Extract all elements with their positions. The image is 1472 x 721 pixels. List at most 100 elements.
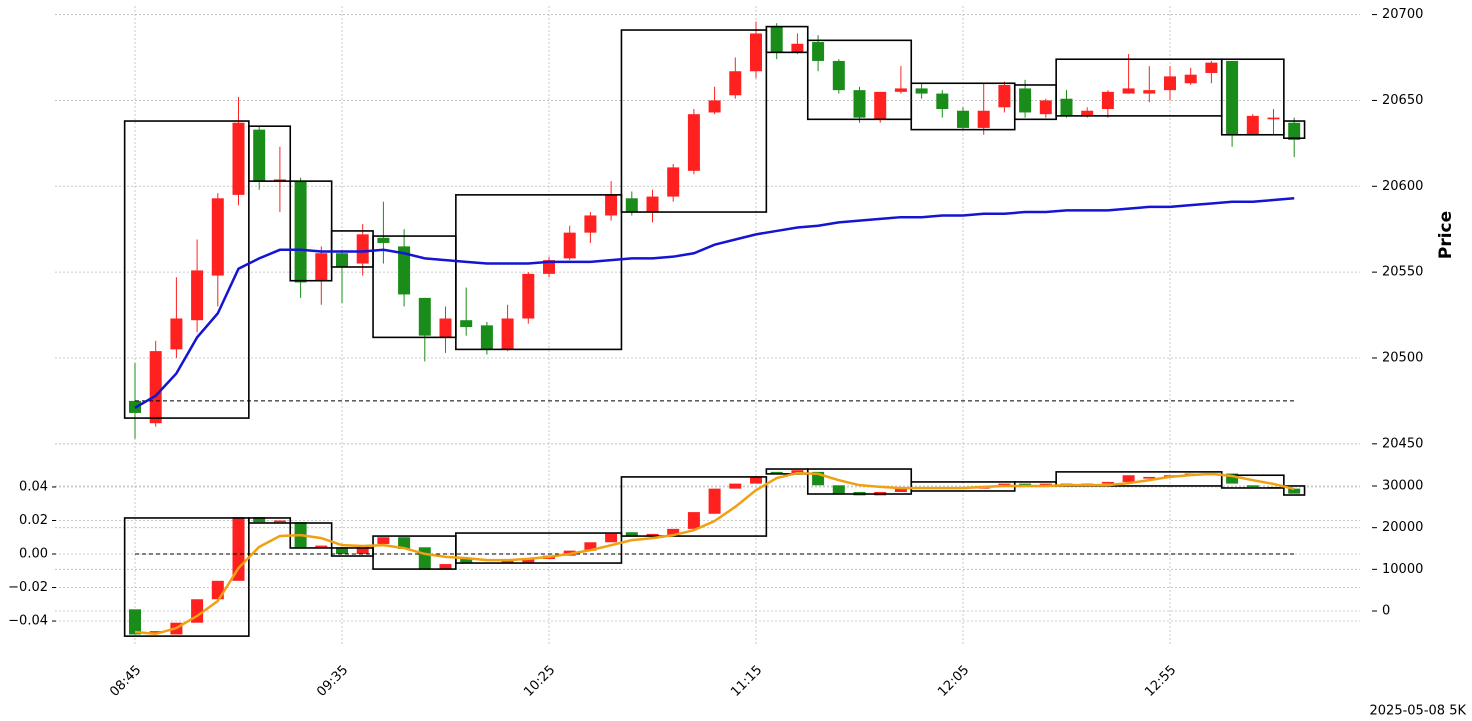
candle-body — [418, 297, 431, 336]
candle-body — [356, 545, 369, 554]
range-box — [765, 25, 809, 54]
y-tick-label: 20550 — [1382, 265, 1423, 280]
y2-tick-label: 20000 — [1382, 520, 1423, 535]
range-box — [1220, 58, 1285, 136]
candle-body — [1184, 74, 1197, 84]
candle-body — [191, 270, 204, 321]
candle-body — [1164, 76, 1176, 91]
y-tick-label: 20600 — [1382, 179, 1423, 194]
y-tick-label: 20450 — [1382, 436, 1423, 451]
candle-body — [129, 609, 141, 635]
candle-body — [729, 71, 742, 96]
candle-body — [315, 545, 328, 548]
candle-body — [232, 122, 245, 195]
candle-body — [460, 559, 473, 563]
candle-body — [770, 26, 783, 53]
candle-body — [439, 318, 452, 338]
range-box — [806, 39, 913, 121]
candle-body — [1060, 98, 1073, 116]
candle-body — [398, 537, 411, 549]
candle-body — [667, 167, 680, 197]
candle-body — [957, 110, 969, 128]
candle-body — [687, 114, 700, 171]
y-axis-label: Price — [1436, 211, 1456, 259]
range-box — [620, 29, 768, 213]
x-tick-label: 12:55 — [1142, 663, 1179, 700]
line-series — [134, 471, 1295, 636]
y-tick-label: 20650 — [1382, 93, 1423, 108]
y-tick-label: −0.02 — [8, 580, 48, 595]
range-box — [123, 120, 250, 419]
candle-body — [170, 318, 183, 350]
y-tick-label: 0.00 — [19, 547, 48, 562]
candle-body — [522, 559, 535, 563]
candle-body — [1039, 483, 1052, 486]
candle-body — [1267, 117, 1280, 120]
candle-body — [625, 532, 638, 536]
candle-body — [605, 533, 618, 543]
x-tick-label: 10:25 — [521, 663, 558, 700]
range-box — [620, 476, 768, 537]
candle-body — [894, 488, 907, 492]
candle-body — [832, 485, 845, 494]
candle-body — [708, 100, 721, 113]
y2-tick-label: 10000 — [1382, 562, 1423, 577]
candle-body — [149, 631, 162, 633]
range-box — [123, 517, 250, 637]
range-box — [455, 194, 623, 351]
candle-body — [522, 273, 535, 319]
range-box — [1283, 485, 1306, 496]
candle-body — [480, 325, 493, 350]
range-box — [248, 517, 292, 524]
candle-body — [460, 320, 473, 328]
x-tick-label: 09:35 — [314, 663, 351, 700]
candle-body — [687, 512, 700, 529]
candle-body — [315, 253, 328, 281]
range-box — [248, 125, 292, 182]
y-tick-label: 20500 — [1382, 350, 1423, 365]
range-box — [455, 532, 623, 564]
candle-body — [377, 237, 390, 243]
candle-body — [1226, 473, 1239, 484]
candle-body — [1143, 476, 1156, 479]
candle-body — [646, 533, 659, 536]
candle-body — [253, 129, 266, 182]
candle-body — [356, 234, 369, 264]
candle-body — [853, 90, 866, 118]
candle-body — [894, 88, 907, 92]
x-tick-label: 08:45 — [107, 663, 144, 700]
candle-body — [211, 198, 224, 276]
candle-body — [977, 110, 990, 128]
candle-body — [874, 91, 887, 120]
candle-body — [1122, 475, 1135, 482]
candle-body — [543, 260, 555, 274]
line-series — [134, 197, 1295, 409]
candle-body — [1122, 88, 1135, 94]
x-tick-label: 12:05 — [935, 663, 972, 700]
range-box — [1283, 120, 1306, 140]
candle-body — [1288, 488, 1301, 494]
candle-body — [439, 564, 452, 570]
candle-body — [1081, 110, 1094, 116]
candle-body — [667, 528, 680, 536]
candle-body — [336, 253, 348, 267]
candle-body — [605, 194, 618, 216]
candle-body — [729, 483, 742, 489]
y-tick-label: 0.04 — [19, 479, 48, 494]
candle-body — [1019, 483, 1032, 486]
footer: 2025-05-08 5K — [1370, 704, 1467, 719]
candle-body — [832, 60, 845, 91]
candle-body — [812, 42, 825, 61]
y2-tick-label: 30000 — [1382, 479, 1423, 494]
candle-body — [1246, 485, 1259, 487]
candle-body — [294, 181, 307, 283]
candle-body — [149, 351, 162, 424]
candle-body — [398, 246, 411, 295]
candle-body — [377, 537, 390, 544]
y-tick-label: 0.02 — [19, 513, 48, 528]
candle-body — [1226, 60, 1239, 135]
candle-body — [646, 196, 659, 213]
candle-body — [584, 542, 597, 551]
candle-body — [232, 517, 245, 581]
